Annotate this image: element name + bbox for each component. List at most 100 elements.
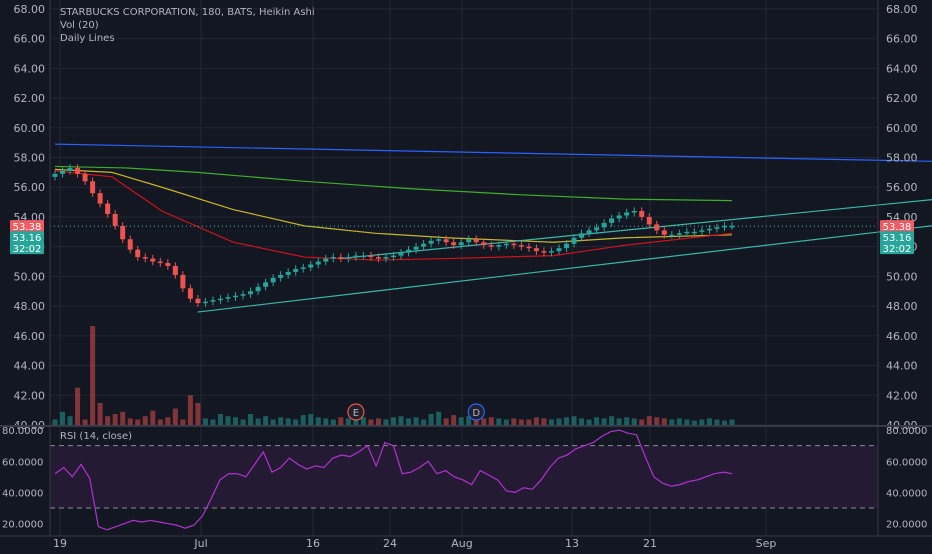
candle-body xyxy=(706,228,712,231)
volume-bar xyxy=(135,419,141,425)
candle-body xyxy=(97,193,103,204)
candle-body xyxy=(112,213,118,226)
candle-body xyxy=(135,249,141,258)
volume-bar xyxy=(97,403,103,425)
candle-body xyxy=(165,263,171,266)
price-tick-label-right: 42.00 xyxy=(886,389,918,402)
rsi-tick-label-left: 60.0000 xyxy=(2,457,43,468)
candle-body xyxy=(631,211,637,213)
volume-bar xyxy=(556,418,562,425)
candle-body xyxy=(157,261,163,264)
candle-body xyxy=(684,231,690,234)
volume-bar xyxy=(511,418,517,425)
candle-body xyxy=(263,282,269,287)
volume-bar xyxy=(624,417,630,425)
volume-bar xyxy=(300,415,306,425)
candle-body xyxy=(413,246,419,250)
volume-bar xyxy=(180,419,186,425)
candle-body xyxy=(323,258,329,262)
candle-body xyxy=(571,237,577,244)
volume-bar xyxy=(676,418,682,425)
candle-body xyxy=(90,181,96,194)
candle-body xyxy=(368,255,374,258)
candle-body xyxy=(300,267,306,269)
time-tick-label: 24 xyxy=(383,537,397,550)
candle-body xyxy=(481,242,487,246)
price-badge-right: 53.38 xyxy=(883,222,912,233)
indicator-volume-label[interactable]: Vol (20) xyxy=(60,20,99,31)
price-badge-bg-left xyxy=(10,220,44,233)
candle-body xyxy=(195,298,201,304)
candle-body xyxy=(180,274,186,289)
candle-body xyxy=(308,264,314,268)
candle-body xyxy=(586,230,592,234)
candle-body xyxy=(646,216,652,225)
event-marker-label: D xyxy=(472,408,480,419)
volume-bar xyxy=(488,417,494,425)
overlay-line-channel xyxy=(197,225,932,313)
price-tick-label-left: 60.00 xyxy=(14,122,46,135)
volume-bar xyxy=(165,417,171,425)
candle-body xyxy=(360,255,366,258)
candle-body xyxy=(127,239,133,250)
price-badge-right: 53.16 xyxy=(883,233,912,244)
rsi-tick-label-left: 20.0000 xyxy=(2,520,43,531)
event-marker-label: E xyxy=(353,408,359,419)
candle-body xyxy=(443,239,449,243)
candle-body xyxy=(67,167,73,171)
price-tick-label-left: 48.00 xyxy=(14,300,46,313)
candle-body xyxy=(345,257,351,259)
candle-body xyxy=(52,173,58,177)
symbol-title: STARBUCKS CORPORATION, 180, BATS, Heikin… xyxy=(60,7,315,18)
candle-body xyxy=(473,239,479,243)
price-tick-label-right: 64.00 xyxy=(886,62,918,75)
price-badge-bg-left xyxy=(10,231,44,244)
volume-bar xyxy=(631,418,637,425)
candle-body xyxy=(451,242,457,246)
candle-body xyxy=(315,261,321,265)
price-tick-label-left: 46.00 xyxy=(14,330,46,343)
time-tick-label: 13 xyxy=(565,537,579,550)
volume-bar xyxy=(706,418,712,425)
volume-bar xyxy=(443,418,449,425)
candle-body xyxy=(105,203,111,214)
volume-bar xyxy=(639,419,645,425)
volume-bar xyxy=(82,419,88,425)
candle-body xyxy=(75,167,81,174)
rsi-legend[interactable]: RSI (14, close) xyxy=(60,431,133,442)
volume-bar xyxy=(270,419,276,425)
volume-bar xyxy=(436,411,442,425)
volume-bar xyxy=(315,417,321,425)
volume-bars xyxy=(52,326,735,425)
volume-bar xyxy=(458,417,464,425)
rsi-pane: 80.0000 80.0000 60.0000 60.0000 40.0000 40.00… xyxy=(2,426,927,530)
event-marker-e xyxy=(347,403,365,421)
candle-body xyxy=(217,298,223,301)
candle-body xyxy=(120,225,126,240)
candle-body xyxy=(676,233,682,235)
candle-body xyxy=(330,257,336,259)
volume-bar xyxy=(503,419,509,425)
candle-body xyxy=(255,286,261,292)
candle-body xyxy=(383,257,389,259)
price-tick-label-left: 42.00 xyxy=(14,389,46,402)
candle-body xyxy=(82,173,88,182)
price-badge-bg-right xyxy=(880,220,914,233)
candle-body xyxy=(564,243,570,249)
volume-bar xyxy=(383,419,389,425)
candle-body xyxy=(503,243,509,246)
candle-body xyxy=(714,227,720,229)
volume-bar xyxy=(225,416,231,425)
rsi-tick-label-right: 20.0000 xyxy=(886,520,927,531)
candle-body xyxy=(428,240,434,244)
volume-bar xyxy=(451,415,457,425)
time-tick-label: 21 xyxy=(643,537,657,550)
volume-bar xyxy=(428,414,434,425)
candle-body xyxy=(270,277,276,283)
volume-bar xyxy=(481,418,487,425)
indicator-daily-lines-label[interactable]: Daily Lines xyxy=(60,33,115,44)
candle-body xyxy=(594,227,600,231)
